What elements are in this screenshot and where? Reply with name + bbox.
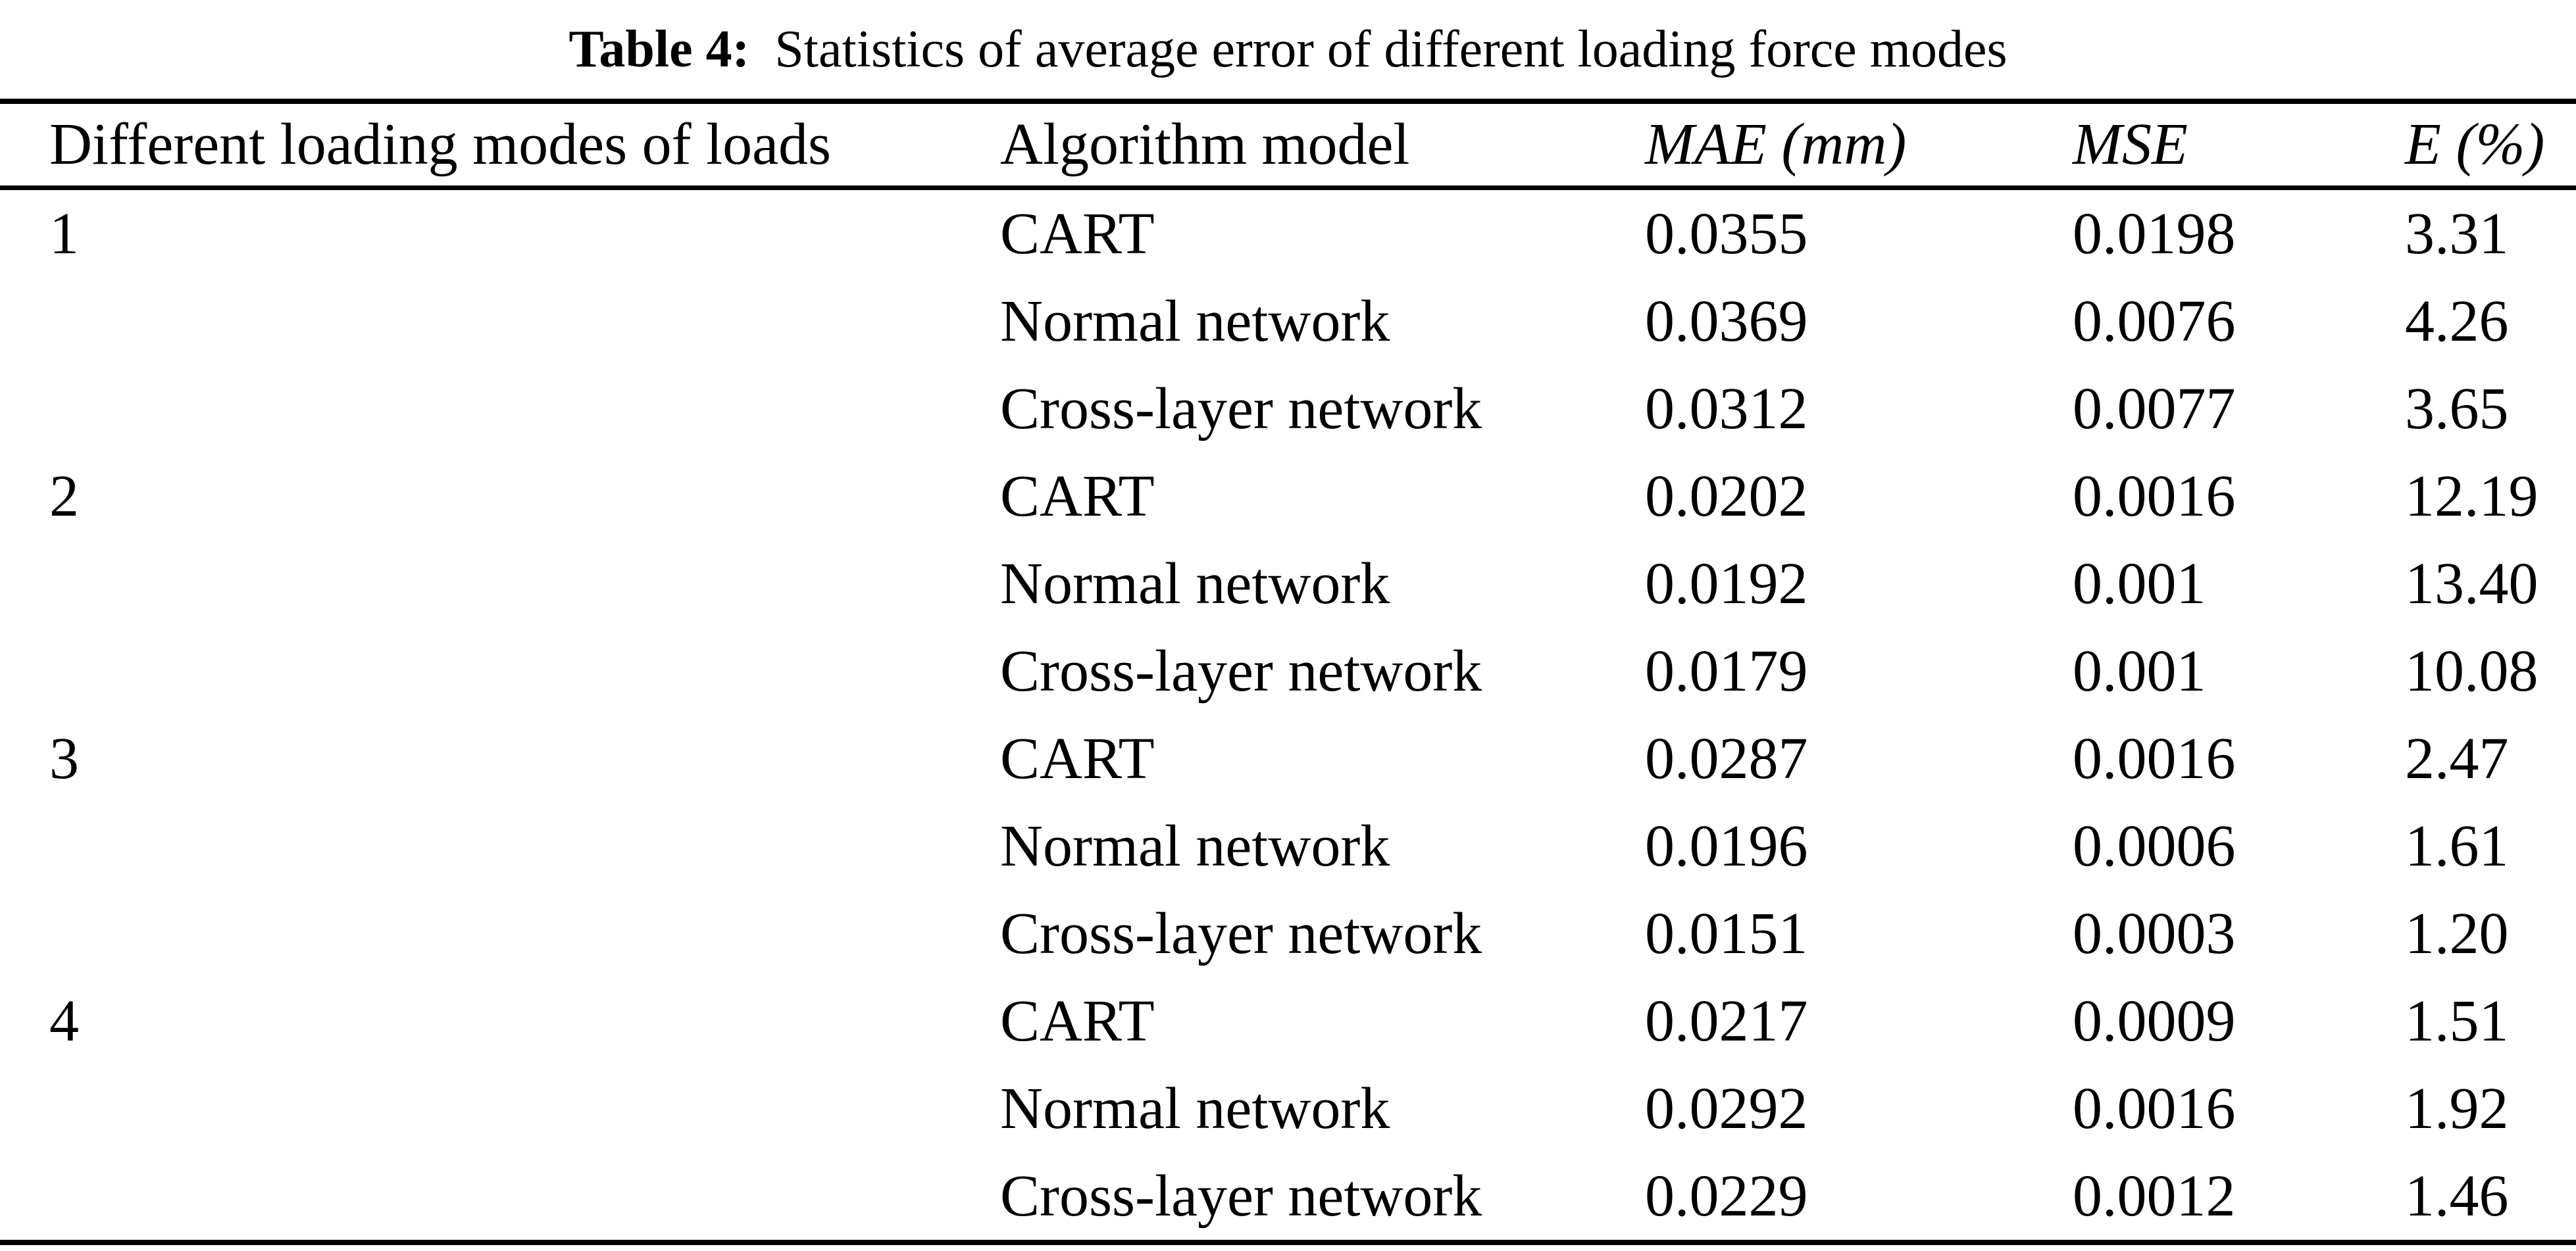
table-row: Cross-layer network 0.0312 0.0077 3.65 bbox=[0, 365, 2576, 453]
caption-label: Table 4: bbox=[568, 20, 750, 78]
table-row: Cross-layer network 0.0151 0.0003 1.20 bbox=[0, 890, 2576, 977]
mae-cell: 0.0355 bbox=[1645, 201, 1808, 266]
mode-cell: 1 bbox=[49, 201, 79, 266]
model-cell: CART bbox=[1000, 201, 1155, 266]
column-header-model: Algorithm model bbox=[1000, 112, 1410, 177]
table-row: Cross-layer network 0.0229 0.0012 1.46 bbox=[0, 1152, 2576, 1240]
model-cell: Normal network bbox=[1000, 288, 1390, 354]
e-cell: 3.31 bbox=[2405, 201, 2509, 266]
model-cell: Cross-layer network bbox=[1000, 1163, 1482, 1229]
e-cell: 1.46 bbox=[2405, 1163, 2509, 1229]
mae-cell: 0.0192 bbox=[1645, 551, 1808, 616]
e-cell: 13.40 bbox=[2405, 551, 2538, 616]
caption-text: Statistics of average error of different… bbox=[774, 20, 2008, 78]
e-cell: 2.47 bbox=[2405, 725, 2509, 791]
column-header-e: E (%) bbox=[2405, 112, 2545, 177]
column-header-modes: Different loading modes of loads bbox=[49, 112, 832, 177]
mse-cell: 0.001 bbox=[2073, 551, 2206, 616]
bottom-rule-divider bbox=[0, 1240, 2576, 1245]
mse-cell: 0.0076 bbox=[2073, 288, 2236, 354]
mae-cell: 0.0229 bbox=[1645, 1163, 1808, 1229]
mae-cell: 0.0151 bbox=[1645, 900, 1808, 966]
column-header-mse: MSE bbox=[2073, 112, 2188, 177]
model-cell: Normal network bbox=[1000, 551, 1390, 616]
mse-cell: 0.001 bbox=[2073, 638, 2206, 704]
table-row: Cross-layer network 0.0179 0.001 10.08 bbox=[0, 627, 2576, 715]
mse-cell: 0.0016 bbox=[2073, 725, 2236, 791]
e-cell: 1.92 bbox=[2405, 1075, 2509, 1141]
mse-cell: 0.0009 bbox=[2073, 988, 2236, 1054]
mae-cell: 0.0287 bbox=[1645, 725, 1808, 791]
model-cell: Cross-layer network bbox=[1000, 376, 1482, 441]
table-row: 3 CART 0.0287 0.0016 2.47 bbox=[0, 715, 2576, 802]
e-cell: 1.61 bbox=[2405, 813, 2509, 879]
e-cell: 10.08 bbox=[2405, 638, 2538, 704]
model-cell: Normal network bbox=[1000, 813, 1390, 879]
top-rule-divider bbox=[0, 99, 2576, 104]
table-row: Normal network 0.0192 0.001 13.40 bbox=[0, 540, 2576, 627]
mse-cell: 0.0198 bbox=[2073, 201, 2236, 266]
table-body: 1 CART 0.0355 0.0198 3.31 Normal network… bbox=[0, 190, 2576, 1240]
model-cell: Normal network bbox=[1000, 1075, 1390, 1141]
column-header-mae: MAE (mm) bbox=[1645, 112, 1907, 177]
header-row: Different loading modes of loads Algorit… bbox=[0, 104, 2576, 185]
model-cell: CART bbox=[1000, 463, 1155, 529]
mae-cell: 0.0292 bbox=[1645, 1075, 1808, 1141]
table-row: 1 CART 0.0355 0.0198 3.31 bbox=[0, 190, 2576, 278]
mode-cell: 2 bbox=[49, 463, 79, 529]
e-cell: 1.20 bbox=[2405, 900, 2509, 966]
mae-cell: 0.0196 bbox=[1645, 813, 1808, 879]
mae-cell: 0.0312 bbox=[1645, 376, 1808, 441]
table-row: Normal network 0.0196 0.0006 1.61 bbox=[0, 802, 2576, 890]
mse-cell: 0.0003 bbox=[2073, 900, 2236, 966]
mode-cell: 4 bbox=[49, 988, 79, 1054]
model-cell: Cross-layer network bbox=[1000, 900, 1482, 966]
mse-cell: 0.0077 bbox=[2073, 376, 2236, 441]
mae-cell: 0.0369 bbox=[1645, 288, 1808, 354]
mse-cell: 0.0016 bbox=[2073, 1075, 2236, 1141]
mae-cell: 0.0217 bbox=[1645, 988, 1808, 1054]
table-row: Normal network 0.0369 0.0076 4.26 bbox=[0, 278, 2576, 365]
mse-cell: 0.0012 bbox=[2073, 1163, 2236, 1229]
model-cell: CART bbox=[1000, 988, 1155, 1054]
e-cell: 12.19 bbox=[2405, 463, 2538, 529]
mse-cell: 0.0016 bbox=[2073, 463, 2236, 529]
mae-cell: 0.0179 bbox=[1645, 638, 1808, 704]
model-cell: Cross-layer network bbox=[1000, 638, 1482, 704]
mode-cell: 3 bbox=[49, 725, 79, 791]
e-cell: 3.65 bbox=[2405, 376, 2509, 441]
table-row: 4 CART 0.0217 0.0009 1.51 bbox=[0, 977, 2576, 1065]
table-row: Normal network 0.0292 0.0016 1.92 bbox=[0, 1065, 2576, 1152]
table-caption: Table 4: Statistics of average error of … bbox=[0, 0, 2576, 99]
e-cell: 4.26 bbox=[2405, 288, 2509, 354]
header-rule-divider bbox=[0, 185, 2576, 190]
mse-cell: 0.0006 bbox=[2073, 813, 2236, 879]
mae-cell: 0.0202 bbox=[1645, 463, 1808, 529]
model-cell: CART bbox=[1000, 725, 1155, 791]
e-cell: 1.51 bbox=[2405, 988, 2509, 1054]
table-row: 2 CART 0.0202 0.0016 12.19 bbox=[0, 453, 2576, 540]
